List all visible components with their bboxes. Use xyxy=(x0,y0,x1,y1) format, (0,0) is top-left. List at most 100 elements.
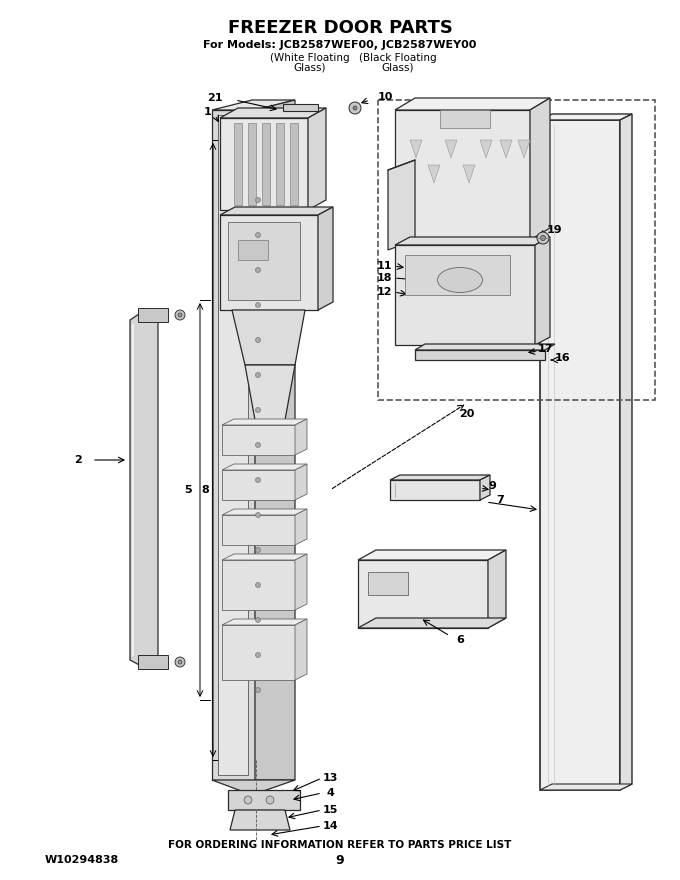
Polygon shape xyxy=(218,115,248,775)
Polygon shape xyxy=(255,100,295,780)
Polygon shape xyxy=(540,784,632,790)
Polygon shape xyxy=(220,207,333,215)
Polygon shape xyxy=(230,810,290,830)
Polygon shape xyxy=(138,308,168,322)
Polygon shape xyxy=(220,108,326,118)
Text: 2: 2 xyxy=(74,455,82,465)
Polygon shape xyxy=(358,550,506,560)
Text: 12: 12 xyxy=(376,287,392,297)
Circle shape xyxy=(178,660,182,664)
Text: 16: 16 xyxy=(554,353,570,363)
Circle shape xyxy=(256,478,260,482)
Circle shape xyxy=(256,338,260,342)
Text: 11: 11 xyxy=(376,261,392,271)
Circle shape xyxy=(353,106,357,110)
Text: 4: 4 xyxy=(326,788,334,798)
Polygon shape xyxy=(530,98,550,240)
Polygon shape xyxy=(295,554,307,610)
Text: For Models: JCB2587WEF00, JCB2587WEY00: For Models: JCB2587WEF00, JCB2587WEY00 xyxy=(203,40,477,50)
Circle shape xyxy=(256,197,260,202)
Polygon shape xyxy=(415,350,545,360)
Text: 17: 17 xyxy=(537,344,553,354)
Polygon shape xyxy=(445,140,457,158)
Text: FOR ORDERING INFORMATION REFER TO PARTS PRICE LIST: FOR ORDERING INFORMATION REFER TO PARTS … xyxy=(169,840,511,850)
Polygon shape xyxy=(222,419,307,425)
Text: 5: 5 xyxy=(184,485,192,495)
Circle shape xyxy=(256,652,260,657)
Polygon shape xyxy=(318,207,333,310)
Polygon shape xyxy=(390,480,480,500)
Circle shape xyxy=(541,236,545,240)
Polygon shape xyxy=(283,104,318,111)
Polygon shape xyxy=(212,100,295,110)
Polygon shape xyxy=(220,215,318,310)
Text: 14: 14 xyxy=(322,821,338,831)
Polygon shape xyxy=(500,140,512,158)
Polygon shape xyxy=(488,550,506,628)
Polygon shape xyxy=(388,160,415,250)
Circle shape xyxy=(349,102,361,114)
Polygon shape xyxy=(222,515,295,545)
Circle shape xyxy=(256,232,260,238)
Text: 18: 18 xyxy=(376,273,392,283)
Polygon shape xyxy=(276,123,284,205)
Polygon shape xyxy=(245,365,295,420)
Text: 1: 1 xyxy=(204,107,212,117)
Polygon shape xyxy=(222,464,307,470)
Circle shape xyxy=(256,547,260,553)
Circle shape xyxy=(175,657,185,667)
Polygon shape xyxy=(390,475,490,480)
Text: 13: 13 xyxy=(322,773,338,783)
Polygon shape xyxy=(395,237,550,245)
Circle shape xyxy=(256,303,260,307)
Polygon shape xyxy=(440,110,490,128)
Polygon shape xyxy=(248,123,256,205)
Text: 19: 19 xyxy=(547,225,563,235)
Polygon shape xyxy=(222,560,295,610)
Circle shape xyxy=(256,372,260,378)
Text: 15: 15 xyxy=(322,805,338,815)
Polygon shape xyxy=(358,560,488,628)
Polygon shape xyxy=(228,790,300,810)
Polygon shape xyxy=(138,655,168,669)
Text: 20: 20 xyxy=(459,409,475,419)
Circle shape xyxy=(244,796,252,804)
Polygon shape xyxy=(222,509,307,515)
Text: 9: 9 xyxy=(488,481,496,491)
Polygon shape xyxy=(395,98,550,110)
Polygon shape xyxy=(358,618,506,628)
Circle shape xyxy=(175,310,185,320)
Circle shape xyxy=(256,512,260,517)
Polygon shape xyxy=(368,572,408,595)
Polygon shape xyxy=(395,110,530,240)
Text: (Black Floating: (Black Floating xyxy=(359,53,437,63)
Polygon shape xyxy=(232,310,305,365)
Polygon shape xyxy=(540,114,632,120)
Text: 9: 9 xyxy=(336,854,344,867)
Polygon shape xyxy=(405,255,510,295)
Polygon shape xyxy=(234,123,242,205)
Bar xyxy=(378,100,655,400)
Polygon shape xyxy=(518,140,530,158)
Circle shape xyxy=(256,583,260,588)
Polygon shape xyxy=(308,108,326,210)
Text: (White Floating: (White Floating xyxy=(270,53,350,63)
Polygon shape xyxy=(295,619,307,680)
Polygon shape xyxy=(295,509,307,545)
Polygon shape xyxy=(238,240,268,260)
Polygon shape xyxy=(220,118,308,210)
Polygon shape xyxy=(295,419,307,455)
Polygon shape xyxy=(222,470,295,500)
Circle shape xyxy=(256,268,260,273)
Ellipse shape xyxy=(437,268,483,292)
Text: FREEZER DOOR PARTS: FREEZER DOOR PARTS xyxy=(228,19,452,37)
Polygon shape xyxy=(540,120,620,790)
Polygon shape xyxy=(212,780,295,795)
Polygon shape xyxy=(222,625,295,680)
Polygon shape xyxy=(535,237,550,345)
Text: 10: 10 xyxy=(377,92,392,102)
Text: W10294838: W10294838 xyxy=(45,855,119,865)
Polygon shape xyxy=(428,165,440,183)
Text: 21: 21 xyxy=(207,93,223,103)
Circle shape xyxy=(256,443,260,448)
